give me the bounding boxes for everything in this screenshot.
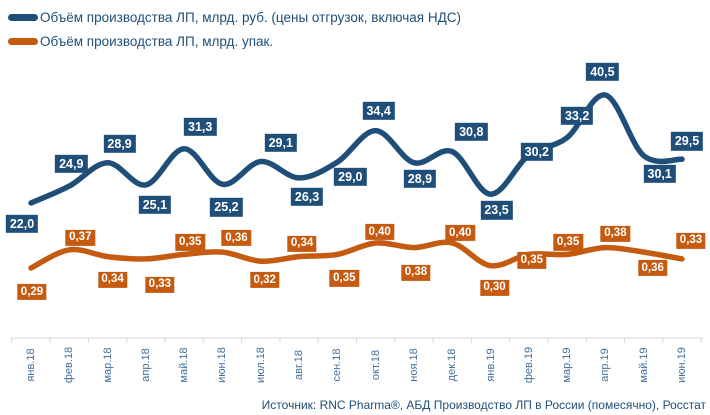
data-label-pack: 0,33 — [676, 232, 706, 250]
data-label-rub: 30,1 — [643, 164, 676, 183]
data-label-pack: 0,35 — [517, 252, 547, 269]
x-axis-label: май.19 — [637, 347, 650, 383]
data-label-rub: 23,5 — [480, 201, 513, 220]
data-label-rub: 28,9 — [403, 169, 437, 188]
data-label-pack: 0,36 — [221, 230, 252, 247]
data-label-pack: 0,32 — [250, 272, 280, 289]
x-axis-label: сен.18 — [331, 348, 344, 382]
x-axis-label: фев.18 — [63, 346, 76, 384]
data-label-rub: 34,4 — [362, 101, 395, 120]
data-label-rub: 29,0 — [334, 167, 367, 187]
data-label-rub: 25,2 — [210, 198, 243, 217]
data-label-rub: 28,9 — [103, 134, 136, 153]
data-label-pack: 0,33 — [145, 276, 175, 294]
x-axis-label: июл.18 — [254, 347, 267, 383]
x-axis-label: июн.19 — [676, 347, 688, 383]
data-label-pack: 0,40 — [445, 224, 475, 242]
data-label-rub: 40,5 — [586, 62, 619, 82]
x-axis-label: окт.18 — [369, 349, 382, 381]
x-axis-label: апр.19 — [599, 348, 612, 382]
data-label-pack: 0,40 — [364, 223, 395, 241]
x-axis-label: авг.18 — [293, 350, 306, 380]
data-label-rub: 25,1 — [138, 195, 172, 215]
data-label-rub: 24,9 — [55, 154, 88, 174]
data-label-pack: 0,34 — [287, 235, 317, 252]
data-label-pack: 0,34 — [97, 271, 128, 288]
x-axis-label: май.18 — [178, 347, 191, 383]
x-axis-label: ноя.18 — [407, 348, 420, 382]
x-axis-label: мар.19 — [561, 347, 574, 383]
data-label-rub: 29,5 — [670, 132, 704, 151]
data-label-rub: 30,8 — [455, 122, 488, 141]
data-label-pack: 0,35 — [175, 234, 205, 251]
data-label-pack: 0,38 — [600, 225, 631, 242]
legend-swatch-pack-icon — [8, 38, 38, 45]
x-axis-label: янв.19 — [484, 348, 497, 382]
x-axis-label: июн.18 — [216, 347, 229, 383]
data-label-pack: 0,38 — [401, 264, 431, 281]
data-label-pack: 0,35 — [329, 270, 360, 287]
x-axis-label: дек.18 — [446, 348, 459, 382]
data-label-rub: 31,3 — [184, 117, 217, 136]
x-axis-label: фев.19 — [522, 346, 535, 384]
data-label-pack: 0,35 — [553, 234, 583, 251]
series-line-rub — [28, 92, 685, 206]
data-label-pack: 0,30 — [479, 279, 510, 296]
data-label-pack: 0,29 — [17, 283, 47, 301]
legend-label-pack: Объём производства ЛП, млрд. упак. — [40, 34, 274, 49]
legend-item-pack: Объём производства ЛП, млрд. упак. — [8, 34, 461, 49]
series-line-pack — [28, 239, 685, 271]
data-label-pack: 0,36 — [638, 260, 668, 277]
legend-label-rub: Объём производства ЛП, млрд. руб. (цены … — [40, 10, 461, 25]
data-label-rub: 33,2 — [560, 106, 594, 125]
x-axis-label: апр.18 — [139, 348, 152, 382]
x-axis-label: янв.18 — [25, 348, 37, 382]
x-axis-label: мар.18 — [101, 347, 114, 383]
legend-item-rub: Объём производства ЛП, млрд. руб. (цены … — [8, 10, 461, 25]
legend: Объём производства ЛП, млрд. руб. (цены … — [8, 10, 461, 58]
data-label-pack: 0,37 — [65, 229, 95, 246]
source-note: Источник: RNC Pharma®, АБД Производство … — [261, 398, 706, 412]
data-label-rub: 29,1 — [264, 133, 297, 152]
data-label-rub: 22,0 — [5, 214, 39, 234]
legend-swatch-rub-icon — [8, 14, 38, 21]
data-label-rub: 30,2 — [520, 142, 553, 162]
data-label-rub: 26,3 — [290, 187, 324, 207]
